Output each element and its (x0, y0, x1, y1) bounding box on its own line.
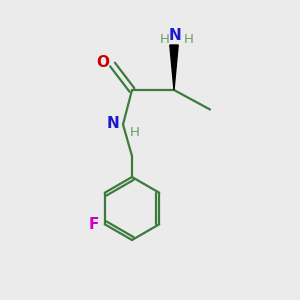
Polygon shape (170, 45, 178, 90)
Text: O: O (96, 55, 109, 70)
Text: N: N (169, 28, 182, 43)
Text: F: F (89, 217, 99, 232)
Text: H: H (130, 125, 139, 139)
Text: H: H (160, 33, 169, 46)
Text: N: N (107, 116, 119, 130)
Text: H: H (184, 33, 193, 46)
